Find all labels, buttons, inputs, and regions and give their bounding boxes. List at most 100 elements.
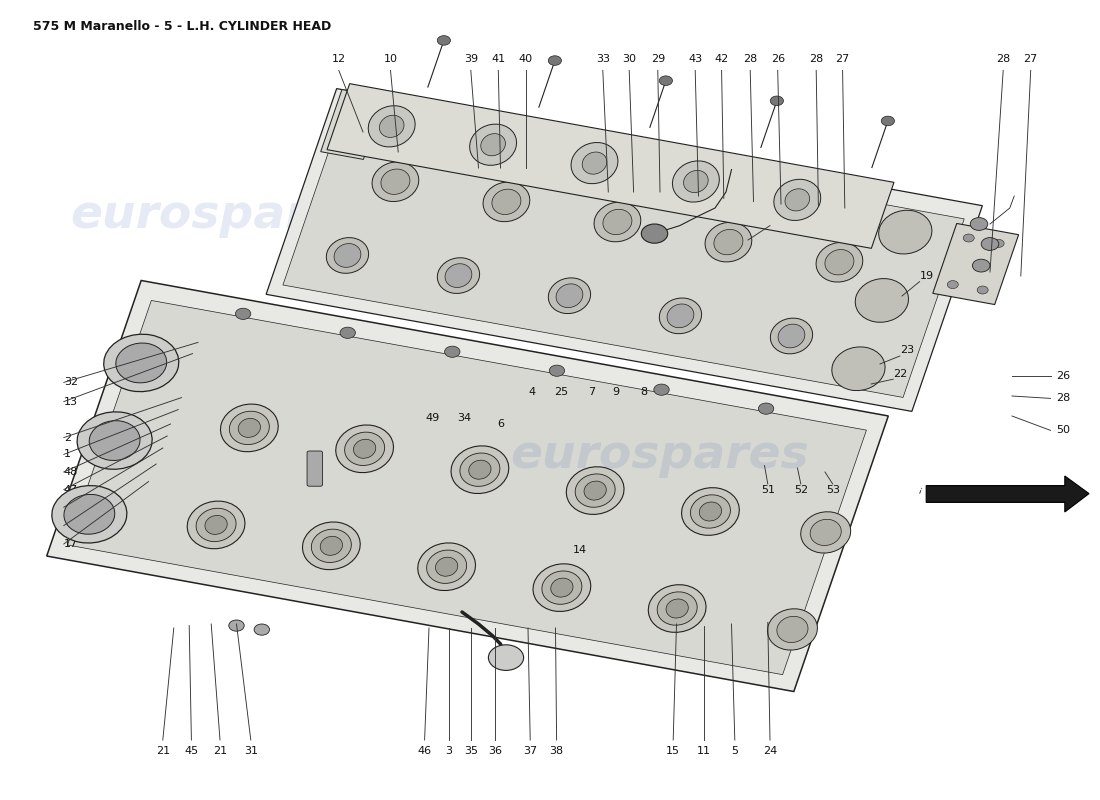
Ellipse shape	[220, 404, 278, 452]
Ellipse shape	[832, 347, 886, 390]
Text: 19: 19	[920, 271, 934, 281]
Ellipse shape	[575, 474, 615, 507]
Text: 1: 1	[64, 450, 70, 459]
Ellipse shape	[773, 179, 821, 221]
Ellipse shape	[116, 343, 167, 383]
Text: 4: 4	[529, 387, 536, 397]
Text: 17: 17	[64, 539, 78, 549]
Circle shape	[340, 327, 355, 338]
Text: 20: 20	[770, 214, 784, 224]
Ellipse shape	[571, 142, 618, 184]
Ellipse shape	[879, 210, 932, 254]
Text: 23: 23	[900, 346, 914, 355]
Text: 36: 36	[543, 574, 557, 583]
Ellipse shape	[714, 230, 742, 254]
Text: 8: 8	[640, 387, 647, 397]
Polygon shape	[266, 89, 982, 411]
Text: 26: 26	[1056, 371, 1070, 381]
Ellipse shape	[777, 616, 808, 642]
Ellipse shape	[481, 134, 505, 156]
Text: 37: 37	[524, 746, 537, 755]
Polygon shape	[933, 223, 1019, 305]
Text: 43: 43	[689, 54, 702, 64]
Circle shape	[977, 286, 988, 294]
Ellipse shape	[427, 550, 466, 583]
Polygon shape	[327, 84, 894, 248]
Ellipse shape	[603, 210, 631, 234]
Circle shape	[548, 56, 561, 66]
Ellipse shape	[469, 460, 491, 479]
Circle shape	[964, 234, 975, 242]
Circle shape	[653, 384, 669, 395]
Text: 11: 11	[697, 746, 711, 755]
Polygon shape	[46, 281, 889, 691]
Ellipse shape	[855, 278, 909, 322]
Circle shape	[549, 365, 564, 376]
Text: 31: 31	[244, 746, 257, 755]
Ellipse shape	[418, 543, 475, 590]
Ellipse shape	[582, 152, 607, 174]
Ellipse shape	[89, 421, 140, 461]
Circle shape	[444, 346, 460, 358]
Text: 49: 49	[426, 413, 439, 422]
Polygon shape	[321, 90, 385, 159]
Ellipse shape	[460, 453, 499, 486]
Polygon shape	[926, 476, 1089, 512]
Ellipse shape	[483, 182, 530, 222]
Ellipse shape	[334, 243, 361, 267]
Ellipse shape	[542, 571, 582, 604]
Ellipse shape	[436, 558, 458, 576]
Ellipse shape	[64, 494, 114, 534]
Text: 575 M Maranello - 5 - L.H. CYLINDER HEAD: 575 M Maranello - 5 - L.H. CYLINDER HEAD	[33, 20, 331, 33]
Text: eurospares: eurospares	[510, 434, 810, 478]
Text: 50: 50	[1056, 426, 1070, 435]
Text: 36: 36	[488, 746, 502, 755]
Text: 28: 28	[997, 54, 1010, 64]
Ellipse shape	[368, 106, 415, 147]
Ellipse shape	[381, 169, 410, 194]
Text: 21: 21	[213, 746, 227, 755]
Text: 25: 25	[554, 387, 568, 397]
Circle shape	[947, 281, 958, 289]
Ellipse shape	[584, 481, 606, 500]
Text: 26: 26	[771, 54, 784, 64]
Polygon shape	[283, 106, 965, 398]
Circle shape	[770, 96, 783, 106]
Circle shape	[438, 36, 451, 46]
Circle shape	[970, 218, 988, 230]
Text: 28: 28	[810, 54, 823, 64]
Text: 30: 30	[623, 54, 636, 64]
Ellipse shape	[566, 466, 624, 514]
Text: 27: 27	[1024, 54, 1037, 64]
Ellipse shape	[683, 170, 708, 193]
Text: 35: 35	[464, 746, 477, 755]
Ellipse shape	[825, 250, 854, 275]
Ellipse shape	[336, 425, 394, 473]
Text: 18: 18	[64, 502, 78, 512]
Circle shape	[993, 239, 1004, 247]
Ellipse shape	[470, 124, 517, 166]
Text: 16: 16	[64, 521, 78, 530]
Ellipse shape	[768, 609, 817, 650]
Ellipse shape	[666, 599, 689, 618]
Ellipse shape	[548, 278, 591, 314]
Text: 13: 13	[64, 397, 78, 406]
Ellipse shape	[667, 304, 694, 328]
Text: 39: 39	[464, 54, 477, 64]
Text: 24: 24	[763, 746, 777, 755]
Ellipse shape	[648, 585, 706, 632]
Ellipse shape	[659, 298, 702, 334]
Text: 27: 27	[836, 54, 849, 64]
Ellipse shape	[446, 264, 472, 287]
Circle shape	[881, 116, 894, 126]
Circle shape	[981, 238, 999, 250]
Circle shape	[758, 403, 773, 414]
Text: 48: 48	[64, 467, 78, 477]
Text: 14: 14	[573, 546, 586, 555]
Text: 5: 5	[732, 746, 738, 755]
Ellipse shape	[311, 529, 351, 562]
Ellipse shape	[816, 242, 862, 282]
Circle shape	[659, 76, 672, 86]
Ellipse shape	[353, 439, 376, 458]
Ellipse shape	[492, 189, 521, 214]
